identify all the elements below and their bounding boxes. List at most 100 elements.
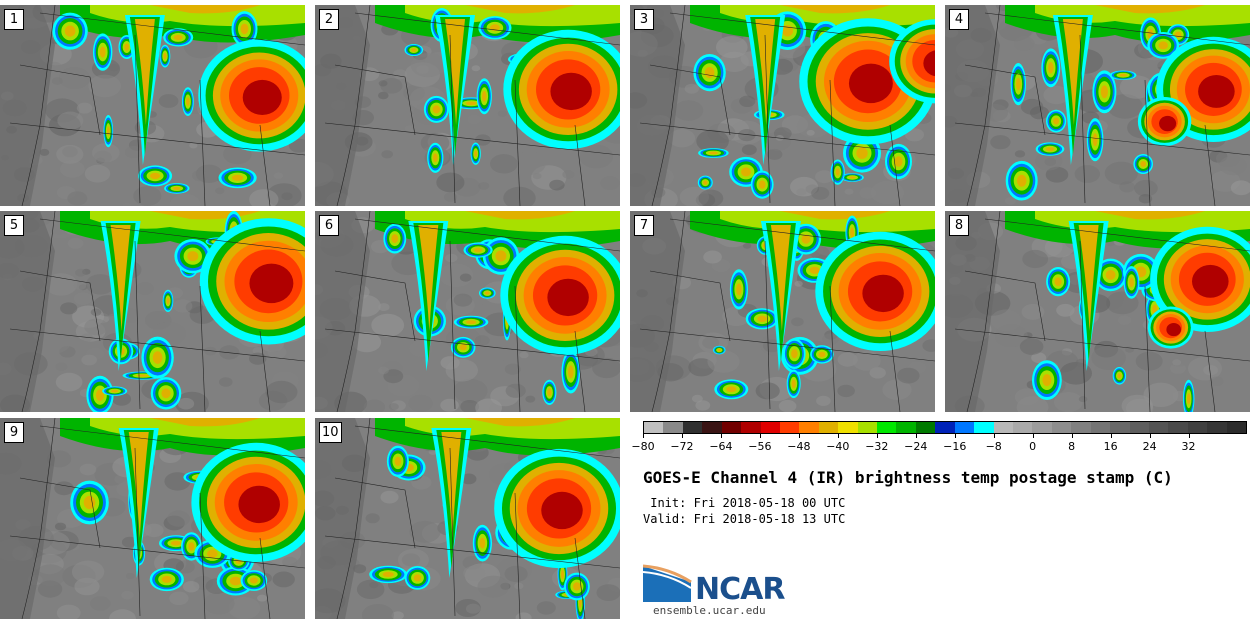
colorbar-swatch [857, 422, 878, 433]
colorbar-tick-label: 8 [1068, 440, 1076, 453]
colorbar-swatch [760, 422, 780, 433]
colorbar-swatch [721, 422, 742, 433]
colorbar-swatch [779, 422, 800, 433]
valid-time: Valid: Fri 2018-05-18 13 UTC [643, 512, 846, 526]
satellite-map [315, 5, 620, 206]
colorbar-swatch [799, 422, 819, 433]
panel-number: 8 [949, 215, 969, 236]
logo-name: NCAR [695, 572, 785, 607]
map-panel: 6 [315, 211, 620, 412]
ncar-logo: NCAR ensemble.ucar.edu [643, 562, 803, 618]
colorbar-tick-label: −40 [826, 440, 850, 453]
colorbar-swatch [818, 422, 839, 433]
colorbar-tick-label: 0 [1029, 440, 1037, 453]
colorbar-swatch [1187, 422, 1208, 433]
satellite-map [630, 5, 935, 206]
colorbar-tick-label: −56 [748, 440, 772, 453]
colorbar-swatch [993, 422, 1014, 433]
colorbar-tick-label: 24 [1142, 440, 1157, 453]
colorbar-swatch [682, 422, 703, 433]
colorbar-swatch [915, 422, 936, 433]
colorbar-tick-label: −64 [709, 440, 733, 453]
colorbar-tick [954, 434, 956, 438]
panel-number: 1 [4, 9, 24, 30]
colorbar-swatch [1032, 422, 1052, 433]
colorbar-tick-label: −48 [787, 440, 811, 453]
colorbar-tick [876, 434, 878, 438]
satellite-map [0, 211, 305, 412]
temperature-colorbar [643, 421, 1247, 434]
satellite-map [315, 211, 620, 412]
colorbar-tick [643, 434, 644, 438]
colorbar-swatch [644, 422, 664, 433]
panel-number: 6 [319, 215, 339, 236]
init-time: Init: Fri 2018-05-18 00 UTC [643, 496, 846, 510]
colorbar-swatch [838, 422, 858, 433]
colorbar-tick-label: −32 [865, 440, 889, 453]
satellite-map [0, 418, 305, 619]
map-panel: 7 [630, 211, 935, 412]
colorbar-swatch [1013, 422, 1033, 433]
panel-number: 4 [949, 9, 969, 30]
satellite-map [945, 211, 1250, 412]
colorbar-swatch [1207, 422, 1227, 433]
colorbar-tick [837, 434, 839, 438]
logo-url: ensemble.ucar.edu [653, 604, 766, 617]
colorbar-tick-label: 32 [1181, 440, 1196, 453]
map-panel: 1 [0, 5, 305, 206]
colorbar-tick [1032, 434, 1034, 438]
colorbar-swatch [896, 422, 916, 433]
colorbar-ticks: −80 −72 −64 −56 −48 −40 −32 −24 −16 −8 0 8 16 24 32 [631, 434, 1247, 456]
colorbar-tick [1149, 434, 1151, 438]
map-panel: 5 [0, 211, 305, 412]
panel-number: 2 [319, 9, 339, 30]
colorbar-swatch [935, 422, 955, 433]
colorbar-tick [993, 434, 995, 438]
satellite-map [0, 5, 305, 206]
colorbar-tick [798, 434, 800, 438]
panel-number: 3 [634, 9, 654, 30]
figure-title: GOES-E Channel 4 (IR) brightness temp po… [643, 468, 1173, 487]
colorbar-tick [720, 434, 722, 438]
ncar-logo-icon [643, 564, 692, 602]
panel-number: 7 [634, 215, 654, 236]
colorbar-swatch [974, 422, 994, 433]
colorbar-tick-label: −24 [904, 440, 928, 453]
colorbar-swatch [741, 422, 761, 433]
map-panel: 8 [945, 211, 1250, 412]
colorbar-tick [1071, 434, 1073, 438]
colorbar-tick-label: −16 [943, 440, 967, 453]
map-panel: 9 [0, 418, 305, 619]
colorbar-tick [759, 434, 761, 438]
colorbar-swatch [702, 422, 722, 433]
colorbar-tick-label: 16 [1103, 440, 1118, 453]
colorbar-swatch [877, 422, 897, 433]
satellite-map [315, 418, 620, 619]
colorbar-swatch [663, 422, 683, 433]
map-panel: 3 [630, 5, 935, 206]
panel-number: 5 [4, 215, 24, 236]
colorbar-swatch [1129, 422, 1149, 433]
panel-number: 10 [319, 422, 342, 443]
map-panel: 4 [945, 5, 1250, 206]
colorbar-tick-label: −8 [985, 440, 1002, 453]
colorbar-swatch [1226, 422, 1247, 433]
colorbar-swatch [954, 422, 975, 433]
satellite-map [945, 5, 1250, 206]
colorbar-tick-label: −80 [631, 440, 655, 453]
satellite-map [630, 211, 935, 412]
colorbar-swatch [1168, 422, 1188, 433]
colorbar-swatch [1110, 422, 1130, 433]
panel-number: 9 [4, 422, 24, 443]
colorbar-tick [915, 434, 917, 438]
colorbar-tick [681, 434, 683, 438]
colorbar-swatch [1071, 422, 1091, 433]
colorbar-tick [1110, 434, 1112, 438]
colorbar-swatch [1148, 422, 1169, 433]
colorbar-tick-label: −72 [670, 440, 694, 453]
map-panel: 10 [315, 418, 620, 619]
colorbar-swatch [1090, 422, 1111, 433]
colorbar-swatch [1051, 422, 1072, 433]
colorbar-tick [1188, 434, 1190, 438]
map-panel: 2 [315, 5, 620, 206]
